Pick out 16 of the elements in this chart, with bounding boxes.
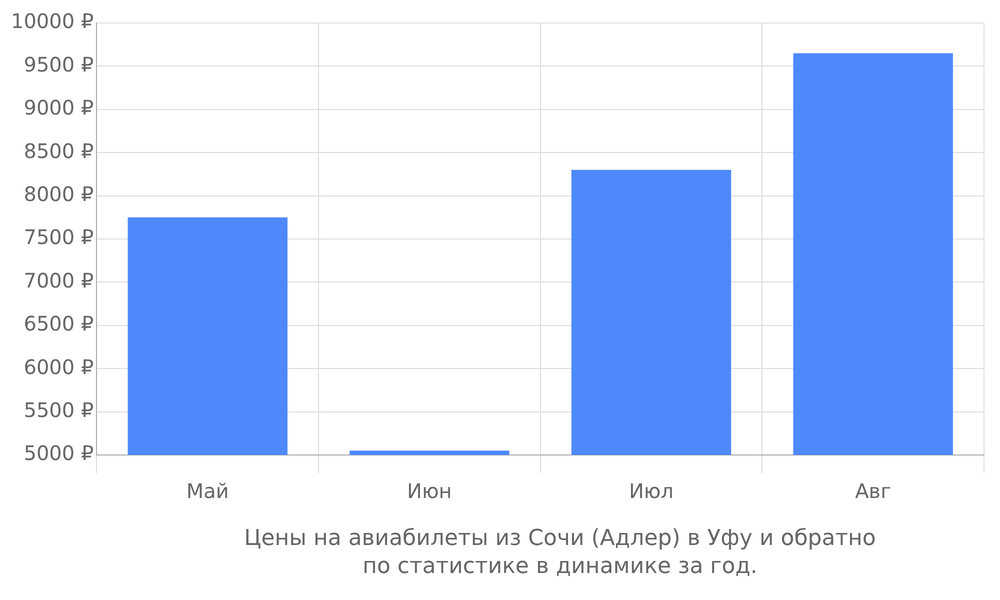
y-tick-label: 10000 ₽ (10, 9, 94, 34)
y-tick-label: 5000 ₽ (24, 441, 94, 466)
x-tick-label: Авг (855, 479, 892, 504)
y-tick-label: 9500 ₽ (24, 52, 94, 76)
x-tick-label: Май (186, 479, 229, 504)
y-tick-label: 6500 ₽ (24, 312, 94, 336)
y-tick-label: 7000 ₽ (24, 268, 94, 292)
y-tick-label: 8000 ₽ (24, 182, 94, 206)
y-tick-label: 8500 ₽ (24, 138, 94, 163)
y-tick-label: 9000 ₽ (24, 96, 94, 120)
y-tick-label: 7500 ₽ (24, 225, 94, 250)
x-tick-label: Июн (407, 479, 452, 504)
y-tick-label: 5500 ₽ (24, 398, 94, 422)
text: Цены на авиабилеты из Сочи (Адлер) в Уфу и обратно по статистике в динамике за год. (243, 525, 877, 581)
y-tick-label: 6000 ₽ (24, 354, 94, 379)
x-tick-label: Июл (628, 479, 674, 504)
